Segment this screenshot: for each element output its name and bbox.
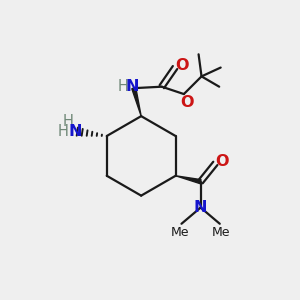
Text: H: H xyxy=(58,124,69,139)
Text: O: O xyxy=(215,154,229,169)
Text: N: N xyxy=(68,124,82,139)
Text: H: H xyxy=(117,79,128,94)
Text: O: O xyxy=(175,58,188,73)
Text: H: H xyxy=(62,114,73,129)
Text: Me: Me xyxy=(212,226,230,238)
Text: O: O xyxy=(180,95,194,110)
Text: N: N xyxy=(126,79,139,94)
Text: Me: Me xyxy=(171,226,189,238)
Text: N: N xyxy=(194,200,207,215)
Polygon shape xyxy=(132,88,141,116)
Polygon shape xyxy=(176,176,201,184)
